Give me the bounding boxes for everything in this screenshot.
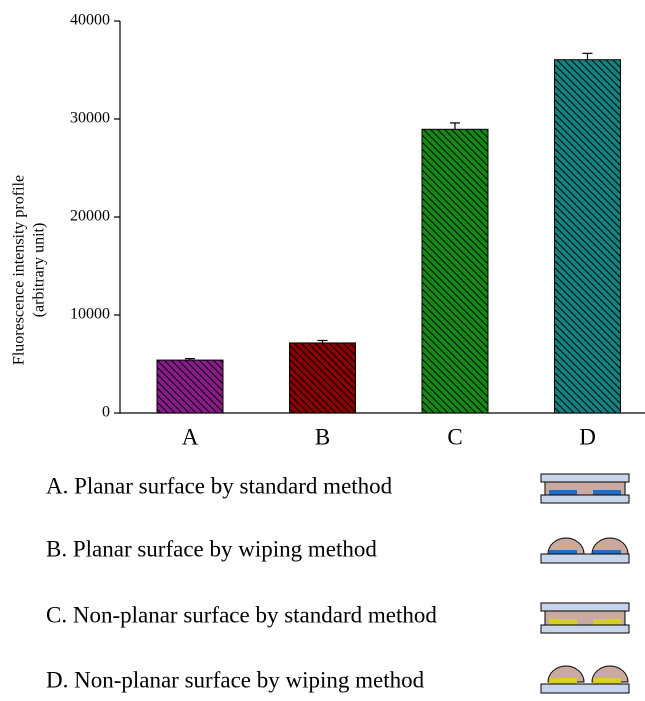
y-tick-label: 40000: [70, 12, 110, 29]
y-label-line: Fluorescence intensity profile: [11, 175, 28, 365]
legend-item: A. Planar surface by standard method: [46, 473, 393, 498]
legend-item: D. Non-planar surface by wiping method: [46, 667, 425, 692]
bar: [421, 128, 489, 414]
icon-a: [540, 473, 630, 504]
y-tick-label: 0: [102, 404, 110, 421]
x-tick-label: C: [447, 424, 462, 449]
error-bar: [582, 52, 593, 60]
y-label: Fluorescence intensity profile (arbitrar…: [11, 175, 48, 365]
error-bar: [450, 122, 460, 130]
x-tick-label: A: [182, 424, 199, 449]
y-label-line: (arbitrary unit): [31, 223, 48, 318]
error-bar: [185, 358, 195, 361]
x-tick-label: D: [579, 424, 596, 449]
icon-c: [540, 602, 630, 634]
icon-b: [540, 537, 630, 564]
bar: [156, 359, 224, 414]
legend-item: B. Planar surface by wiping method: [46, 536, 377, 561]
bar: [554, 59, 621, 414]
y-tick-label: 10000: [70, 306, 110, 323]
y-tick-label: 30000: [70, 110, 110, 127]
error-bar: [317, 339, 328, 343]
y-tick-label: 20000: [70, 208, 110, 225]
bar: [289, 342, 356, 414]
x-tick-label: B: [315, 424, 330, 449]
legend-item: C. Non-planar surface by standard method: [46, 602, 437, 627]
icon-d: [540, 665, 630, 694]
